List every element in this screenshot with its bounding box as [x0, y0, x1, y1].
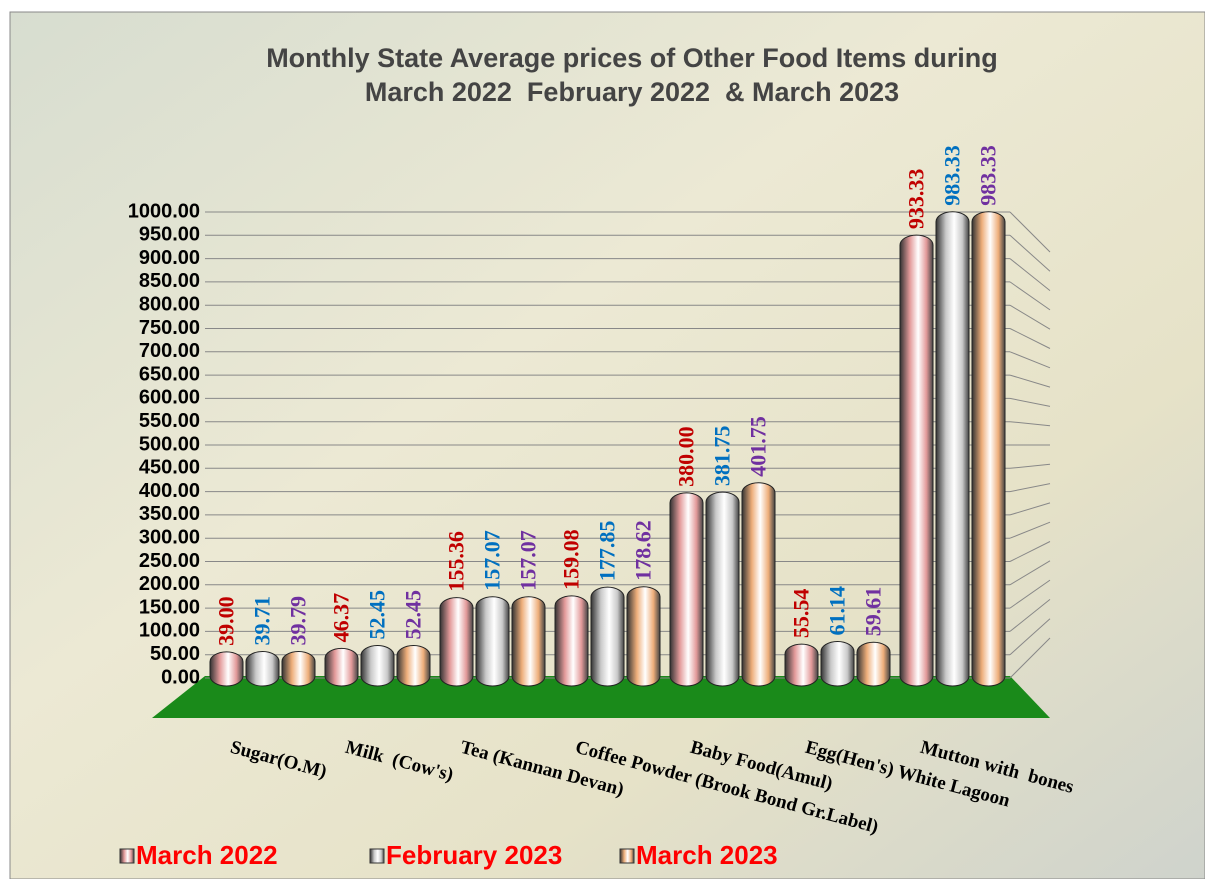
grid-line — [1009, 374, 1051, 388]
bar — [971, 211, 1006, 687]
value-label: 61.14 — [825, 586, 850, 636]
value-label: 380.00 — [674, 426, 699, 487]
value-label: 59.61 — [861, 587, 886, 637]
y-tick-label: 450.00 — [139, 457, 200, 479]
bar — [820, 641, 855, 687]
grid-line — [1009, 281, 1051, 311]
value-label: 39.71 — [250, 596, 275, 646]
y-tick-label: 200.00 — [139, 573, 200, 595]
y-tick-label: 950.00 — [139, 224, 200, 246]
bar — [396, 645, 431, 687]
grid-line — [1009, 463, 1051, 469]
legend-marker — [619, 848, 635, 864]
y-tick-label: 750.00 — [139, 317, 200, 339]
value-label: 157.07 — [480, 530, 505, 591]
y-tick-label: 900.00 — [139, 247, 200, 269]
grid-line — [1009, 211, 1051, 253]
y-tick-label: 300.00 — [139, 526, 200, 548]
y-tick-label: 550.00 — [139, 410, 200, 432]
value-label: 159.08 — [559, 529, 584, 590]
value-label: 157.07 — [516, 530, 541, 591]
y-tick-label: 650.00 — [139, 363, 200, 385]
bar — [324, 647, 359, 687]
y-tick-label: 850.00 — [139, 270, 200, 292]
legend-marker — [369, 848, 385, 864]
chart-subtitle: March 2022 February 2022 & March 2023 — [365, 77, 899, 107]
value-label: 155.36 — [444, 531, 469, 592]
y-tick-label: 0.00 — [161, 666, 200, 688]
grid-line — [1009, 421, 1051, 427]
legend-label: March 2022 — [136, 840, 278, 870]
bar — [360, 645, 395, 687]
bar — [899, 234, 934, 687]
grid-line — [1009, 328, 1051, 349]
bar — [245, 650, 280, 687]
y-tick-label: 500.00 — [139, 433, 200, 455]
value-label: 55.54 — [789, 589, 814, 639]
bar — [554, 595, 589, 687]
value-label: 178.62 — [631, 520, 656, 581]
y-tick-label: 700.00 — [139, 340, 200, 362]
value-label: 39.00 — [214, 596, 239, 646]
legend-label: March 2023 — [636, 840, 778, 870]
grid-line — [1009, 560, 1051, 586]
y-tick-label: 50.00 — [150, 643, 200, 665]
y-tick-label: 150.00 — [139, 596, 200, 618]
bar — [439, 597, 474, 687]
y-tick-label: 800.00 — [139, 293, 200, 315]
value-label: 983.33 — [940, 145, 965, 206]
bar — [209, 651, 244, 687]
grid-line — [1009, 502, 1051, 516]
value-label: 52.45 — [401, 590, 426, 640]
grid-line — [1009, 618, 1051, 656]
grid-line — [1009, 599, 1051, 632]
bar — [281, 650, 316, 687]
value-label: 401.75 — [746, 416, 771, 477]
grid-line — [1009, 351, 1051, 369]
value-label: 933.33 — [904, 169, 929, 230]
grid-line — [1009, 637, 1051, 679]
bar — [935, 211, 970, 687]
y-tick-label: 100.00 — [139, 620, 200, 642]
y-tick-label: 400.00 — [139, 480, 200, 502]
bar — [669, 492, 704, 687]
y-tick-label: 350.00 — [139, 503, 200, 525]
value-label: 177.85 — [595, 521, 620, 582]
bar — [475, 596, 510, 687]
value-label: 52.45 — [365, 590, 390, 640]
bar — [741, 482, 776, 687]
bar — [511, 596, 546, 687]
y-tick-label: 600.00 — [139, 387, 200, 409]
grid-line — [1009, 579, 1051, 609]
grid-line — [1009, 483, 1051, 493]
legend-label: February 2023 — [386, 840, 562, 870]
grid-line — [1009, 234, 1051, 272]
value-label: 46.37 — [329, 593, 354, 643]
bar — [705, 491, 740, 687]
grid-line — [1009, 541, 1051, 562]
grid-line — [1009, 521, 1051, 539]
bar — [626, 586, 661, 687]
grid-line — [1009, 304, 1051, 330]
y-tick-label: 250.00 — [139, 550, 200, 572]
value-label: 983.33 — [976, 145, 1001, 206]
bar — [784, 643, 819, 687]
floor — [152, 676, 1050, 718]
bar — [856, 641, 891, 687]
chart-title: Monthly State Average prices of Other Fo… — [266, 43, 998, 73]
value-label: 381.75 — [710, 426, 735, 487]
grid-line — [1009, 397, 1051, 407]
y-tick-label: 1000.00 — [128, 200, 200, 222]
bar — [590, 586, 625, 687]
value-label: 39.79 — [286, 596, 311, 646]
legend-marker — [119, 848, 135, 864]
grid-line — [1009, 258, 1051, 291]
